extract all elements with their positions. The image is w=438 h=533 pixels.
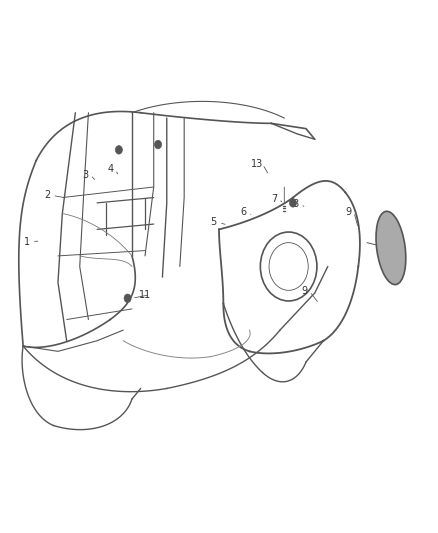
Circle shape xyxy=(290,199,297,207)
Text: 3: 3 xyxy=(82,170,88,180)
Text: 8: 8 xyxy=(293,199,299,209)
Text: 2: 2 xyxy=(44,190,50,200)
Text: 6: 6 xyxy=(240,207,247,217)
Circle shape xyxy=(124,294,131,303)
Text: 7: 7 xyxy=(271,193,277,204)
Text: 9: 9 xyxy=(301,286,307,296)
Text: 4: 4 xyxy=(107,165,113,174)
Ellipse shape xyxy=(376,211,406,285)
Text: 1: 1 xyxy=(24,237,30,247)
Text: 10: 10 xyxy=(375,232,388,243)
Text: 13: 13 xyxy=(251,159,263,169)
Circle shape xyxy=(155,140,162,149)
Circle shape xyxy=(116,146,122,154)
Text: 5: 5 xyxy=(211,217,217,228)
Text: 9: 9 xyxy=(346,207,352,217)
Text: 11: 11 xyxy=(139,289,151,300)
